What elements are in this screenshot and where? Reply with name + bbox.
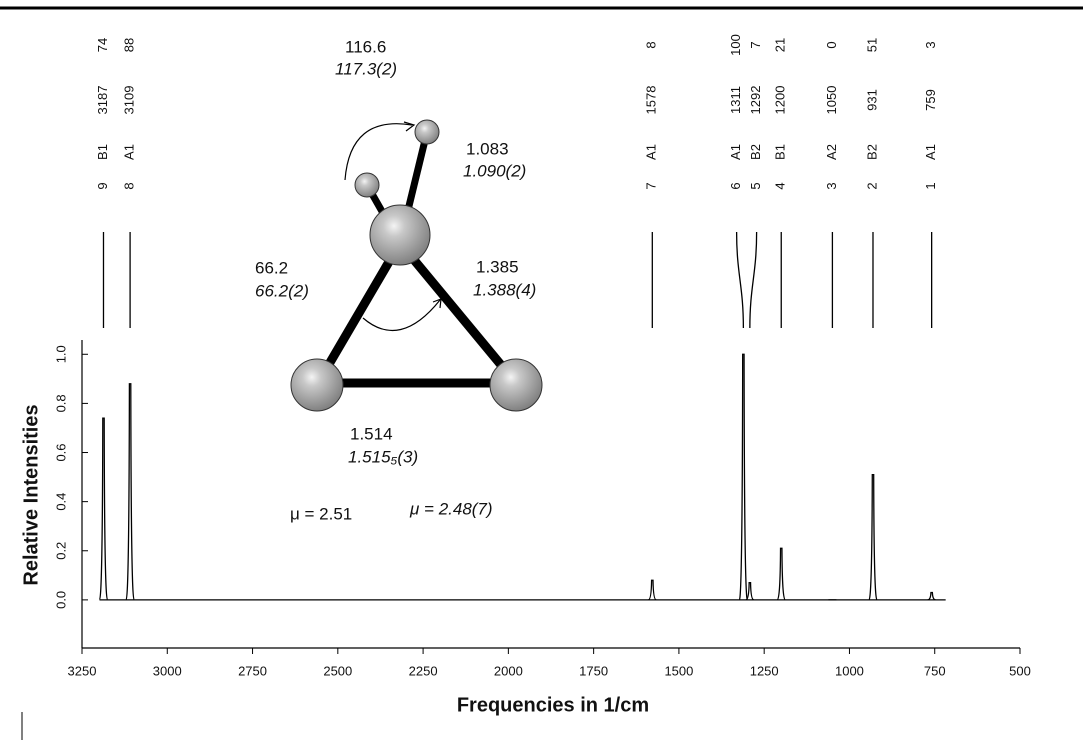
frequency-label: 1311	[728, 86, 743, 114]
mode-label: 5	[748, 182, 763, 189]
x-axis-label: Frequencies in 1/cm	[457, 694, 649, 716]
mode-label: 4	[773, 182, 788, 189]
annotation: μ = 2.51	[290, 504, 352, 523]
x-tick-label: 1000	[835, 663, 864, 678]
symmetry-label: B2	[748, 144, 763, 160]
intensity-label: 8	[644, 41, 659, 48]
symmetry-label: A2	[824, 144, 839, 160]
x-tick-label: 500	[1009, 663, 1031, 678]
x-tick-label: 750	[924, 663, 946, 678]
x-tick-label: 2500	[323, 663, 352, 678]
frequency-label: 3109	[122, 86, 137, 115]
y-tick-label: 1.0	[53, 345, 68, 363]
x-tick-label: 1750	[579, 663, 608, 678]
peak	[746, 583, 754, 600]
annotation: 66.2	[255, 258, 288, 277]
chart: Frequencies in 1/cm Relative Intensities…	[0, 0, 1083, 742]
peak	[648, 580, 656, 600]
y-tick-label: 0.8	[53, 394, 68, 412]
annotation: 116.6	[345, 37, 386, 56]
x-tick-label: 3000	[153, 663, 182, 678]
frequency-label: 759	[923, 89, 938, 111]
peak	[869, 475, 877, 600]
intensity-label: 7	[748, 41, 763, 48]
annotation: 1.388(4)	[473, 280, 536, 299]
y-axis-label: Relative Intensities	[20, 404, 42, 585]
symmetry-label: B2	[864, 144, 879, 160]
annotation: 1.515₅(3)	[348, 447, 418, 466]
peak	[739, 354, 747, 600]
frequency-label: 1200	[773, 86, 788, 115]
annotation: 1.385	[476, 257, 519, 276]
peak	[928, 593, 936, 600]
mode-label: 7	[644, 182, 659, 189]
intensity-label: 21	[773, 38, 788, 52]
intensity-label: 74	[95, 38, 110, 52]
frequency-label: 1050	[824, 86, 839, 115]
mode-label: 8	[122, 182, 137, 189]
x-tick-label: 1500	[664, 663, 693, 678]
annotation: 1.514	[350, 424, 393, 443]
x-tick-label: 2750	[238, 663, 267, 678]
annotation: 66.2(2)	[255, 281, 309, 300]
annotation: 1.090(2)	[463, 161, 526, 180]
intensity-label: 3	[923, 41, 938, 48]
y-tick-label: 0.4	[53, 493, 68, 511]
y-tick-label: 0.0	[53, 591, 68, 609]
peak	[126, 384, 134, 600]
x-tick-label: 3250	[68, 663, 97, 678]
symmetry-label: A1	[923, 144, 938, 160]
symmetry-label: A1	[728, 144, 743, 160]
peak	[777, 548, 785, 600]
x-tick-label: 2000	[494, 663, 523, 678]
mode-line	[737, 232, 744, 328]
mode-label: 6	[728, 182, 743, 189]
mode-label: 9	[95, 182, 110, 189]
y-tick-label: 0.6	[53, 443, 68, 461]
frequency-label: 931	[864, 89, 879, 111]
frequency-label: 1578	[644, 86, 659, 115]
annotation: 117.3(2)	[335, 59, 397, 78]
frequency-label: 1292	[748, 86, 763, 115]
peak	[99, 418, 107, 600]
intensity-label: 51	[864, 38, 879, 52]
mode-label: 3	[824, 182, 839, 189]
annotation: μ = 2.48(7)	[409, 499, 493, 518]
symmetry-label: A1	[644, 144, 659, 160]
y-tick-label: 0.2	[53, 542, 68, 560]
mode-line	[750, 232, 757, 328]
annotation: 1.083	[466, 139, 509, 158]
symmetry-label: A1	[122, 144, 137, 160]
intensity-label: 100	[728, 34, 743, 56]
x-tick-label: 1250	[750, 663, 779, 678]
mode-label: 1	[923, 182, 938, 189]
intensity-label: 0	[824, 41, 839, 48]
x-tick-label: 2250	[409, 663, 438, 678]
frequency-label: 3187	[95, 86, 110, 115]
symmetry-label: B1	[95, 144, 110, 160]
mode-label: 2	[864, 182, 879, 189]
symmetry-label: B1	[773, 144, 788, 160]
intensity-label: 88	[122, 38, 137, 52]
